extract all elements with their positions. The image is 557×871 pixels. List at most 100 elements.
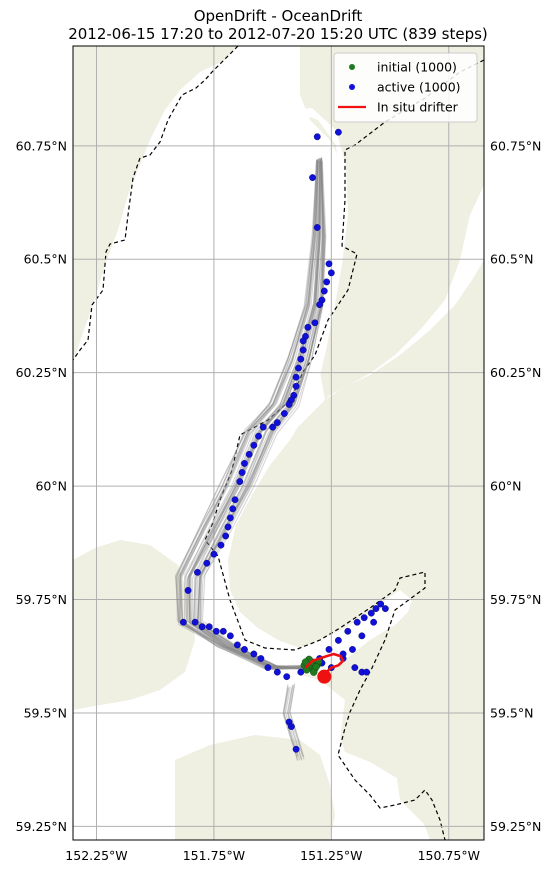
x-tick-label-3: 150.75°W (418, 848, 480, 863)
trajectory-23 (179, 160, 318, 670)
active-point (217, 541, 225, 549)
active-point (203, 559, 211, 567)
inlet-channel (192, 108, 412, 676)
trajectory-33 (192, 159, 322, 668)
active-point (304, 323, 312, 331)
active-point (316, 301, 323, 309)
legend-box (333, 52, 478, 123)
x-tick-label-1: 151.75°W (183, 848, 245, 863)
active-point (351, 664, 359, 671)
active-point (353, 618, 361, 626)
y-tick-label-right-5: 59.5°N (490, 705, 533, 720)
active-point (250, 650, 258, 658)
drifter-line (304, 652, 345, 678)
active-point (264, 664, 272, 671)
active-point (320, 287, 328, 295)
y-tick-label-right-1: 60.5°N (490, 252, 533, 267)
active-point (370, 618, 378, 626)
trajectory-41 (185, 160, 319, 670)
trajectory-30 (177, 160, 319, 670)
active-point (236, 478, 244, 485)
active-point (238, 469, 246, 476)
trajectory-26 (188, 158, 322, 670)
trajectory-38 (189, 159, 320, 671)
legend-initial-marker (349, 64, 355, 70)
active-point (292, 382, 300, 390)
x-tick-label-2: 151.25°W (300, 848, 362, 863)
active-point (231, 496, 239, 504)
trajectory-tail-1 (289, 683, 305, 758)
y-tick-label-right-3: 60°N (490, 479, 522, 494)
active-point (226, 632, 234, 640)
trajectory-3 (175, 160, 318, 670)
land-north-east (300, 46, 484, 400)
boundary-west (73, 46, 239, 361)
active-point (297, 355, 305, 363)
chart-title: OpenDrift - OceanDrift (194, 7, 363, 25)
y-tick-label-left-2: 60.25°N (16, 365, 67, 380)
trajectory-12 (175, 159, 318, 670)
y-tick-label-left-4: 59.75°N (16, 592, 67, 607)
legend-drifter-label: In situ drifter (377, 100, 459, 115)
y-tick-label-left-6: 59.25°N (16, 819, 67, 834)
active-point (229, 505, 237, 513)
legend-active-label: active (1000) (377, 80, 461, 95)
trajectory-5 (177, 159, 318, 669)
active-point (255, 432, 262, 440)
trajectory-40 (179, 160, 319, 670)
land-kenai-peninsula (212, 260, 484, 840)
active-point (377, 600, 385, 608)
trajectory-7 (187, 158, 321, 669)
active-point (292, 373, 300, 381)
x-axis-ticks: 152.25°W 151.75°W 151.25°W 150.75°W (65, 848, 480, 863)
y-tick-label-left-0: 60.75°N (16, 138, 67, 153)
active-point (184, 587, 192, 594)
active-point (226, 514, 234, 522)
active-point (245, 450, 253, 458)
active-point (372, 605, 380, 613)
trajectory-20 (184, 158, 319, 670)
boundary-lines (73, 46, 484, 840)
trajectory-2 (187, 161, 320, 668)
initial-point (301, 658, 310, 666)
land-west-peninsula (73, 46, 238, 362)
active-point (299, 346, 307, 354)
boundary-east (204, 59, 484, 840)
active-point (381, 605, 389, 613)
active-point (250, 441, 258, 449)
active-point (212, 627, 220, 635)
x-tick-label-0: 152.25°W (65, 848, 127, 863)
drifter-end-marker (317, 669, 332, 684)
trajectory-24 (189, 158, 321, 670)
trajectory-1 (179, 159, 319, 670)
initial-point (312, 662, 320, 671)
chart-subtitle: 2012-06-15 17:20 to 2012-07-20 15:20 UTC… (68, 25, 488, 43)
trajectory-35 (185, 160, 321, 670)
active-point (288, 723, 295, 730)
y-tick-label-right-4: 59.75°N (490, 592, 541, 607)
land-south-island (175, 735, 335, 840)
land-southwest (73, 540, 195, 710)
active-point (273, 419, 281, 426)
active-point (259, 423, 267, 431)
active-point (360, 614, 368, 622)
trajectory-18 (179, 159, 318, 669)
active-point (283, 673, 291, 681)
active-point (325, 260, 333, 268)
trajectory-15 (183, 159, 318, 669)
y-axis-ticks-right: 60.75°N 60.5°N 60.25°N 60°N 59.75°N 59.5°N 59.… (490, 138, 541, 834)
active-point (295, 364, 302, 372)
trajectory-16 (181, 159, 319, 670)
active-point (269, 423, 277, 431)
active-point (323, 278, 331, 286)
active-point (313, 133, 321, 141)
y-tick-label-left-3: 60°N (35, 479, 67, 494)
map-plot-area (73, 46, 484, 840)
active-point (285, 401, 293, 408)
active-point (363, 668, 370, 676)
active-point (292, 745, 300, 753)
active-point (222, 532, 230, 540)
active-point (179, 618, 187, 626)
trajectory-0 (188, 161, 321, 670)
